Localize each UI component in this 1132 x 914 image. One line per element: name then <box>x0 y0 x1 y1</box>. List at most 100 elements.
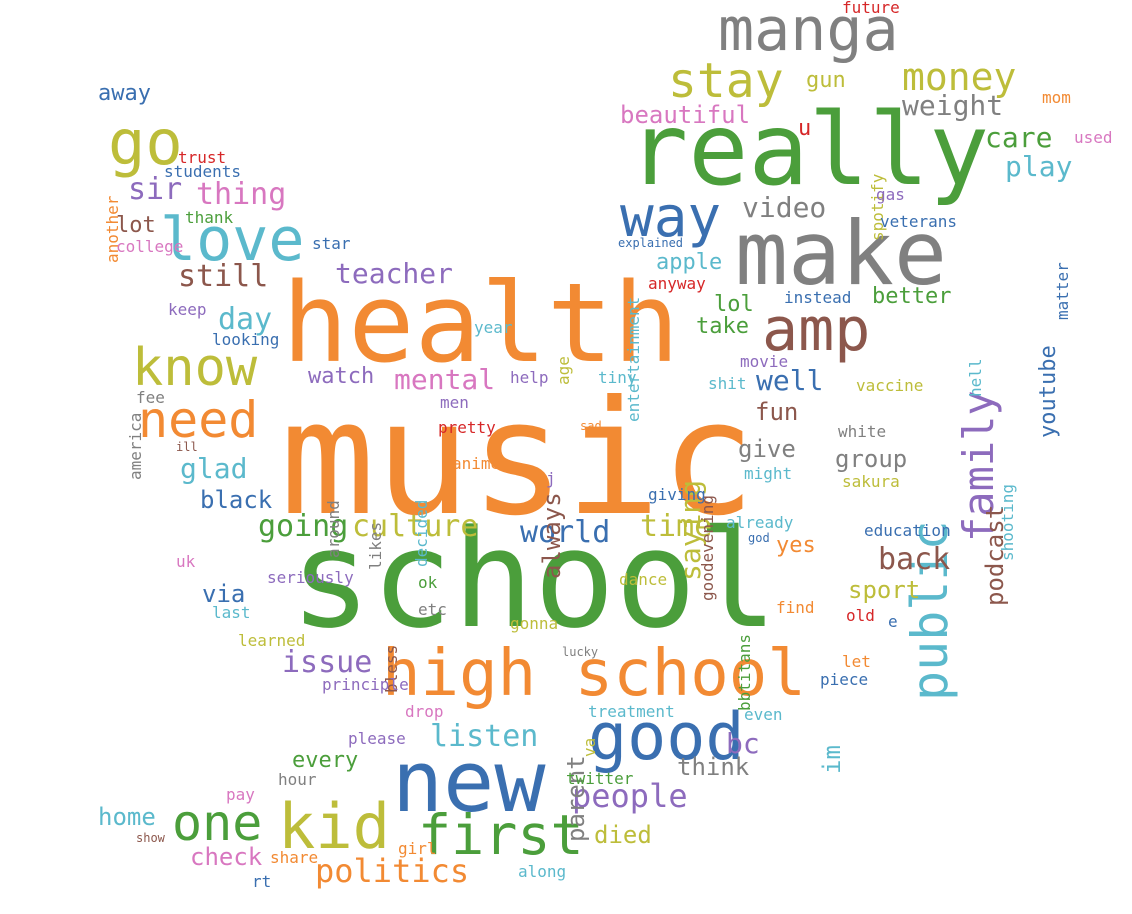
word-teacher: teacher <box>335 257 454 290</box>
word-people: people <box>572 777 688 815</box>
word-already: already <box>726 513 794 532</box>
word-give: give <box>738 435 796 463</box>
word-fun: fun <box>755 398 799 426</box>
word-twitter: twitter <box>566 769 634 788</box>
word-glad: glad <box>180 452 248 485</box>
word-youtube: youtube <box>1036 345 1061 438</box>
word-hell: hell <box>966 358 985 397</box>
word-girl: girl <box>398 839 437 858</box>
word-always: always <box>538 492 566 579</box>
word-piece: piece <box>820 670 869 689</box>
word-still: still <box>178 259 269 294</box>
word-pretty: pretty <box>438 418 496 437</box>
word-god: god <box>748 531 770 545</box>
word-money: money <box>902 55 1017 99</box>
word-go: go <box>108 106 183 179</box>
word-rt: rt <box>252 872 272 891</box>
word-apple: apple <box>656 250 723 275</box>
word-veterans: veterans <box>880 212 958 231</box>
word-matter: matter <box>1053 262 1072 320</box>
word-check: check <box>190 843 263 871</box>
word-every: every <box>292 748 359 773</box>
word-back: back <box>878 542 951 577</box>
word-home: home <box>98 803 156 831</box>
word-lot: lot <box>116 213 156 238</box>
word-principle: principle <box>322 675 409 694</box>
word-health: health <box>282 259 680 387</box>
word-make: make <box>735 202 947 305</box>
word-lol: lol <box>714 292 754 317</box>
word-care: care <box>985 121 1053 154</box>
word-well: well <box>756 364 824 397</box>
word-white: white <box>838 422 887 441</box>
word-america: america <box>126 412 145 480</box>
word-bc: bc <box>726 727 760 760</box>
word-need: need <box>138 391 259 449</box>
word-u: u <box>798 116 812 141</box>
word-manga: manga <box>718 0 899 65</box>
word-treatment: treatment <box>588 702 675 721</box>
word-sad: sad <box>580 419 602 433</box>
word-play: play <box>1005 150 1073 183</box>
word-star: star <box>312 234 351 253</box>
word-im: im <box>818 745 846 774</box>
word-let: let <box>842 652 871 671</box>
word-college: college <box>116 237 184 256</box>
word-show: show <box>136 831 165 845</box>
word-keep: keep <box>168 300 207 319</box>
word-find: find <box>776 598 815 617</box>
word-even: even <box>744 705 783 724</box>
word-world: world <box>520 515 611 550</box>
word-video: video <box>742 191 827 224</box>
word-away: away <box>98 81 151 106</box>
word-via: via <box>202 580 246 608</box>
word-kid: kid <box>278 790 390 863</box>
word-pay: pay <box>226 785 255 804</box>
word-issue: issue <box>282 645 373 680</box>
word-tiny: tiny <box>598 368 637 387</box>
word-good: good <box>588 700 745 775</box>
word-music: music <box>280 367 756 551</box>
word-thing: thing <box>196 177 287 212</box>
word-future: future <box>842 0 900 17</box>
word-trust: trust <box>178 148 227 167</box>
word-seriously: seriously <box>267 568 354 587</box>
word-watch: watch <box>308 364 375 389</box>
word-weight: weight <box>902 89 1004 122</box>
word-black: black <box>200 486 273 514</box>
word-dance: dance <box>619 570 668 589</box>
word-please: please <box>348 729 406 748</box>
word-goodevening: goodevening <box>698 495 717 601</box>
word-might: might <box>744 464 793 483</box>
word-year: year <box>474 318 513 337</box>
word-ill: ill <box>176 440 198 454</box>
word-sir: sir <box>128 172 183 207</box>
word-explained: explained <box>618 236 684 250</box>
word-men: men <box>440 393 469 412</box>
word-likes: likes <box>366 521 385 570</box>
word-better: better <box>872 284 952 309</box>
word-know: know <box>132 338 258 398</box>
word-students: students <box>164 162 242 181</box>
word-gun: gun <box>806 68 846 93</box>
word-along: along <box>518 862 567 881</box>
word-instead: instead <box>784 288 852 307</box>
word-beautiful: beautiful <box>620 101 751 129</box>
word-amp: amp <box>762 295 871 365</box>
word-vaccine: vaccine <box>856 376 924 395</box>
word-sakura: sakura <box>842 472 900 491</box>
word-old: old <box>846 606 875 625</box>
word-etc: etc <box>418 600 447 619</box>
word-time: time <box>640 509 713 544</box>
word-going: going <box>258 509 349 544</box>
word-yes: yes <box>776 533 816 558</box>
word-mom: mom <box>1042 88 1071 107</box>
word-ok: ok <box>418 573 438 592</box>
word-high-school: high school <box>382 637 806 711</box>
word-anyway: anyway <box>648 274 706 293</box>
word-gonna: gonna <box>510 614 559 633</box>
word-one: one <box>172 794 263 852</box>
word-share: share <box>270 848 319 867</box>
word-politics: politics <box>315 852 470 890</box>
